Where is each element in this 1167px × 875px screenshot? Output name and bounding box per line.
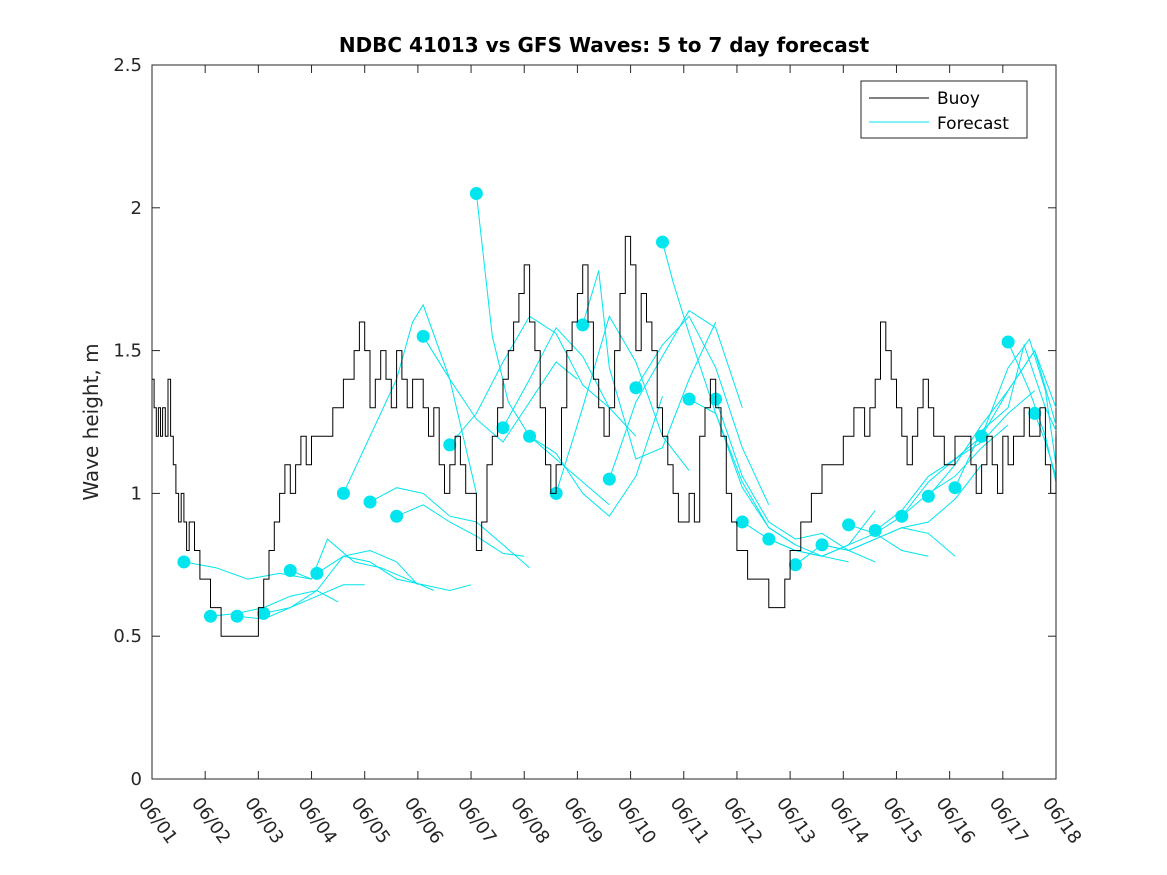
forecast-line [821,464,982,552]
chart-title: NDBC 41013 vs GFS Waves: 5 to 7 day fore… [339,33,870,57]
forecast-line [502,326,637,437]
forecast-start-point [1001,335,1015,349]
forecast-start-point [523,429,537,443]
forecast-line [369,487,530,569]
y-tick-label: 1 [131,483,142,504]
forecast-start-point [629,381,643,395]
forecast-start-point [257,606,271,620]
legend-box [860,80,1028,139]
forecast-start-point [310,566,324,580]
forecast-line [582,270,717,460]
forecast-line [529,396,663,517]
forecast-line [555,315,690,494]
forecast-line [396,504,525,557]
y-tick-label: 2.5 [113,55,142,76]
plot-area: 00.511.522.5 06/01 06/02 06/03 06/04 06/05 06… [113,55,1085,848]
forecast-line [316,555,472,592]
legend: Buoy Forecast [860,80,1028,139]
forecast-line [422,336,578,443]
forecast-start-point [496,421,510,435]
forecast-start-point [735,515,749,529]
y-tick-label: 0 [131,769,142,790]
forecast-start-point [283,564,297,578]
forecast-start-point [868,524,882,538]
forecast-start-point [815,538,829,552]
y-axis-ticks: 0 0.5 1 1.5 2 2.5 [113,55,1056,790]
forecast-line [928,349,1057,497]
forecast-start-point [576,318,590,332]
forecast-start-point [230,609,244,623]
forecast-line [237,584,365,620]
forecast-start-point [948,481,962,495]
forecast-start-point [363,495,377,509]
y-axis-label: Wave height, m [79,343,103,500]
forecast-line [608,309,743,480]
forecast-start-point [921,489,935,503]
forecast-start-point [1028,406,1042,420]
forecast-start-point [842,518,856,532]
forecast-series [177,187,1057,623]
forecast-start-point [895,509,909,523]
forecast-start-point [390,509,404,523]
legend-label-forecast: Forecast [937,114,1009,134]
forecast-start-point [762,532,776,546]
legend-label-buoy: Buoy [937,89,980,109]
forecast-start-point [655,235,669,249]
y-tick-label: 1.5 [113,341,142,362]
forecast-line [635,315,770,506]
forecast-start-point [469,187,483,201]
forecast-start-point [177,555,191,569]
forecast-line [290,538,434,591]
forecast-start-point [443,438,457,452]
buoy-series [152,235,1057,637]
forecast-start-point [682,392,696,406]
forecast-line [981,338,1057,465]
forecast-start-point [203,609,217,623]
y-tick-label: 0.5 [113,626,142,647]
buoy-line [152,235,1057,637]
forecast-start-point [975,429,989,443]
y-tick-label: 2 [131,198,142,219]
forecast-start-point [788,558,802,572]
forecast-start-point [336,486,350,500]
forecast-start-point [602,472,616,486]
forecast-start-point [416,329,430,343]
